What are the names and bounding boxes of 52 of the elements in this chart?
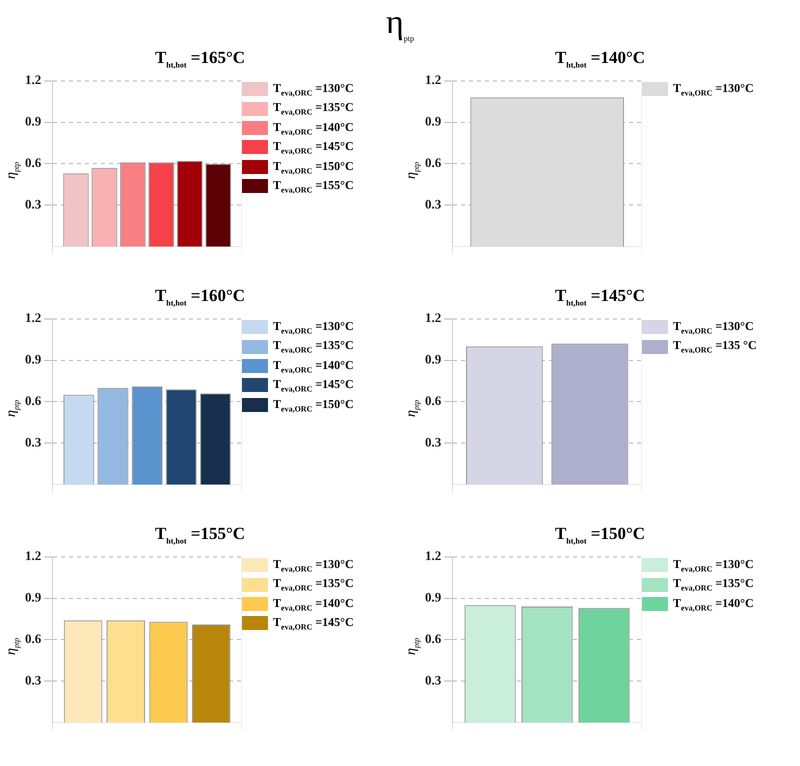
y-tick-label: 0.3 [425,196,442,212]
legend-label: T$_{eva,ORC}$ =140°C [673,596,754,612]
legend-label: T$_{eva,ORC}$ =145°C [273,615,354,632]
y-tick-label: 0.6 [425,631,442,646]
y-tick-label: 0.3 [25,434,42,450]
y-tick-label: 1.2 [25,72,42,88]
legend-label: T$_{eva,ORC}$ =130°C [673,319,754,336]
y-tick-label: 1.2 [425,310,442,326]
y-tick-label: 1.2 [425,72,442,88]
y-tick-label: 0.6 [425,393,442,408]
y-tick-label: 0.6 [25,393,42,408]
chart-title: T$_{ht,hot}$ =155°C [154,524,246,546]
y-tick-label: 0.6 [25,155,42,170]
legend-label: T$_{eva,ORC}$ =145°C [273,377,354,394]
y-tick-label: 1.2 [425,548,442,564]
y-tick-label: 0.9 [425,114,442,129]
y-tick-label: 0.3 [425,672,442,688]
chart-title: T$_{ht,hot}$ =165°C [154,48,246,70]
y-tick-label: 0.9 [25,352,42,367]
legend-label: T$_{eva,ORC}$ =130°C [273,319,354,336]
y-tick-label: 0.9 [25,590,42,605]
y-tick-label: 0.9 [25,114,42,129]
text: η$_{ptp}$ [386,4,414,42]
legend-label: T$_{eva,ORC}$ =130°C [673,81,754,98]
legend-label: T$_{eva,ORC}$ =155°C [273,178,354,194]
chart-title: T$_{ht,hot}$ =150°C [554,524,646,546]
chart-title: T$_{ht,hot}$ =140°C [554,48,646,70]
legend-label: T$_{eva,ORC}$ =140°C [273,120,354,136]
y-tick-label: 0.3 [25,672,42,688]
legend-label: T$_{eva,ORC}$ =130°C [273,557,354,574]
legend-label: T$_{eva,ORC}$ =140°C [273,358,354,374]
legend-label: T$_{eva,ORC}$ =130°C [273,81,354,98]
y-tick-label: 1.2 [25,548,42,564]
legend-label: T$_{eva,ORC}$ =135°C [273,576,354,593]
legend-label: T$_{eva,ORC}$ =135°C [273,338,354,355]
chart-title: T$_{ht,hot}$ =145°C [554,286,646,308]
y-tick-label: 0.6 [425,155,442,170]
y-tick-label: 0.9 [425,590,442,605]
y-tick-label: 0.6 [25,631,42,646]
y-tick-label: 0.3 [425,434,442,450]
legend-label: T$_{eva,ORC}$ =150°C [273,396,354,413]
y-tick-label: 0.3 [25,196,42,212]
y-tick-label: 1.2 [25,310,42,326]
legend-label: T$_{eva,ORC}$ =140°C [273,596,354,612]
chart-title: T$_{ht,hot}$ =160°C [154,286,246,308]
legend-label: T$_{eva,ORC}$ =130°C [673,557,754,574]
legend-label: T$_{eva,ORC}$ =135°C [673,576,754,593]
legend-label: T$_{eva,ORC}$ =135°C [273,100,354,117]
legend-label: T$_{eva,ORC}$ =150°C [273,158,354,175]
legend-label: T$_{eva,ORC}$ =145°C [273,139,354,156]
legend-label: T$_{eva,ORC}$ =135 °C [673,338,757,355]
y-tick-label: 0.9 [425,352,442,367]
